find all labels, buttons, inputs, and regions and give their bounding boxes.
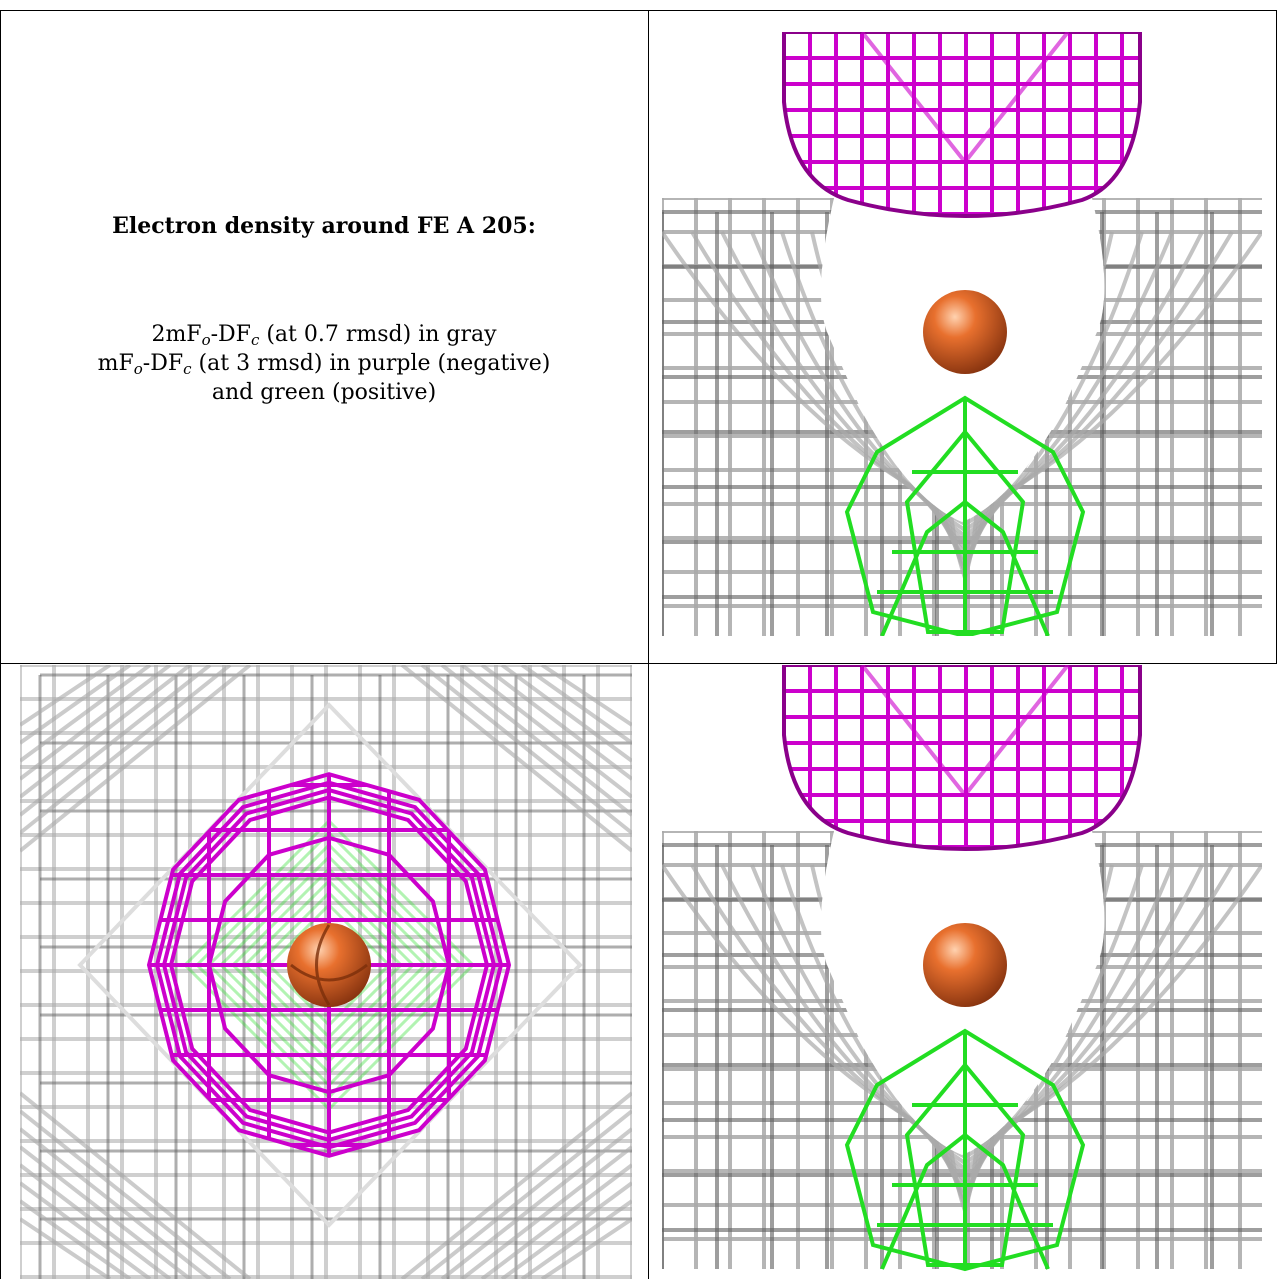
frame-left-line [0,10,1,1279]
iron-atom-sphere [923,923,1007,1007]
iron-atom-sphere [287,923,371,1007]
side-view-top-render [662,32,1262,636]
top-down-view-render [20,665,632,1279]
gray-density-mesh [662,198,1262,636]
green-positive-mesh [844,395,1086,636]
legend-line-green: and green (positive) [211,380,437,405]
iron-atom-sphere [923,290,1007,374]
legend-cell: Electron density around FE A 205: 2mFo-D… [0,0,648,660]
gray-density-mesh [662,831,1262,1269]
green-positive-mesh [844,1028,1086,1272]
legend-line-2mfo: 2mFo-DFc (at 0.7 rmsd) in gray [151,322,497,349]
frame-middle-line [0,663,1277,664]
side-view-bottom-render [662,665,1262,1272]
side-view-bottom-panel [662,665,1262,1279]
top-down-view-panel [20,665,632,1279]
legend-title: Electron density around FE A 205: [112,213,536,239]
side-view-top-panel [662,32,1262,636]
purple-negative-mesh [146,772,512,1158]
frame-center-line [648,10,649,1279]
purple-negative-mesh [782,32,1142,218]
legend-description: 2mFo-DFc (at 0.7 rmsd) in gray mFo-DFc (… [0,320,648,407]
legend-line-mfo: mFo-DFc (at 3 rmsd) in purple (negative) [97,351,551,378]
purple-negative-mesh [782,665,1142,851]
frame-top-line [0,10,1277,11]
